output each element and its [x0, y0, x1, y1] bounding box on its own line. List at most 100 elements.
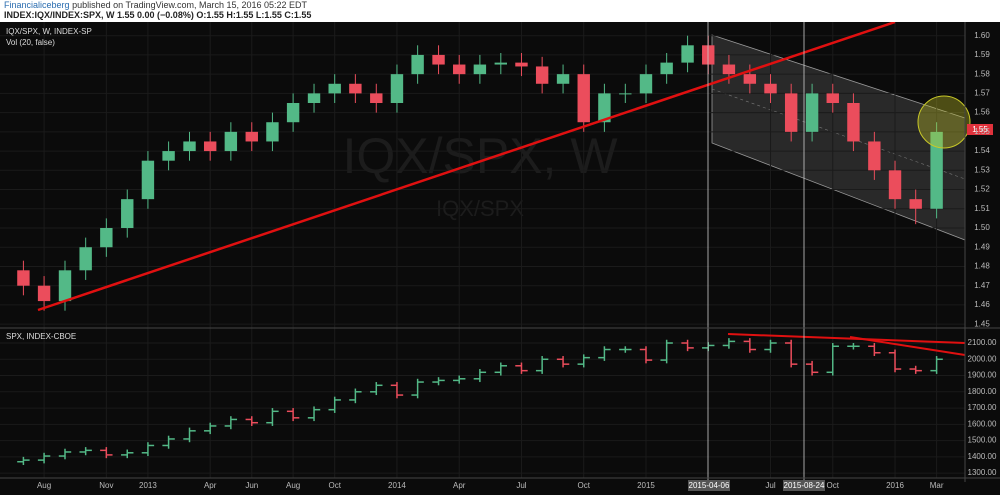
- y-tick-label: 1.59: [974, 50, 990, 59]
- candle-body: [868, 141, 881, 171]
- x-tick-label: Mar: [930, 481, 944, 490]
- pane-subtitle: Vol (20, false): [6, 38, 55, 47]
- chart: IQX/SPX, W IQX/SPX IQX/SPX, W, INDEX-SP …: [0, 22, 1000, 495]
- candle-body: [307, 93, 321, 103]
- y-tick-label: 1700.00: [968, 403, 997, 412]
- pane-title: SPX, INDEX-CBOE: [6, 332, 76, 341]
- y-tick-label: 1600.00: [968, 419, 997, 428]
- candle-body: [203, 141, 217, 152]
- y-tick-label: 1.55: [974, 127, 990, 136]
- x-tick-label: Aug: [37, 481, 51, 490]
- candle-body: [37, 285, 51, 302]
- price-tag-label: 1.55: [972, 125, 988, 134]
- x-tick-label: 2014: [388, 481, 406, 490]
- candle-body: [58, 270, 72, 302]
- y-tick-label: 1.46: [974, 300, 990, 309]
- price-tag: [967, 124, 993, 135]
- candle-body: [390, 74, 404, 103]
- x-tick-label: Oct: [578, 481, 591, 490]
- y-tick-label: 1.54: [974, 146, 990, 155]
- candle-body: [909, 199, 922, 209]
- x-tick-label: Jul: [765, 481, 775, 490]
- date-tag: [688, 480, 730, 491]
- y-tick-label: 1.51: [974, 204, 990, 213]
- candle-body: [847, 103, 860, 142]
- y-tick-label: 1.58: [974, 69, 990, 78]
- y-tick-label: 2100.00: [968, 338, 997, 347]
- y-tick-label: 1500.00: [968, 436, 997, 445]
- candle-body: [535, 66, 549, 84]
- candle-body: [681, 45, 694, 63]
- candle-body: [515, 62, 528, 67]
- x-tick-label: 2016: [886, 481, 904, 490]
- y-tick-label: 1400.00: [968, 452, 997, 461]
- watermark: IQX/SPX, W: [342, 128, 618, 184]
- candle-body: [266, 122, 279, 142]
- candle-body: [743, 74, 757, 84]
- candle-body: [494, 62, 508, 65]
- y-tick-label: 1.60: [974, 31, 990, 40]
- y-tick-label: 1.45: [974, 319, 990, 328]
- x-tick-label: Oct: [328, 481, 341, 490]
- resistance-line: [849, 336, 966, 356]
- date-tag-label: 2015-08-24: [784, 481, 825, 490]
- candle-body: [328, 83, 341, 94]
- y-tick-label: 1.49: [974, 242, 990, 251]
- y-tick-label: 1.57: [974, 88, 990, 97]
- candle-body: [826, 93, 839, 103]
- candle-body: [286, 103, 300, 123]
- date-tag-label: 2015-04-06: [689, 481, 730, 490]
- published: published on TradingView.com, March 15, …: [72, 0, 308, 10]
- y-tick-label: 1.47: [974, 281, 990, 290]
- resistance-line: [727, 333, 966, 344]
- channel-mid: [711, 88, 966, 180]
- y-tick-label: 1.56: [974, 108, 990, 117]
- y-tick-label: 1.53: [974, 165, 990, 174]
- candle-body: [162, 151, 175, 161]
- candle-body: [245, 131, 258, 142]
- candle-body: [619, 93, 632, 95]
- candle-body: [888, 170, 902, 200]
- x-tick-label: Apr: [453, 481, 466, 490]
- candle-body: [577, 74, 590, 123]
- candle-body: [556, 74, 570, 84]
- candle-body: [121, 199, 134, 228]
- x-tick-label: Aug: [286, 481, 300, 490]
- candle-body: [722, 64, 736, 75]
- candle-body: [660, 62, 673, 75]
- candle-body: [224, 131, 238, 152]
- candle-body: [598, 93, 611, 123]
- pane-title: IQX/SPX, W, INDEX-SP: [6, 27, 92, 36]
- candle-body: [639, 74, 653, 94]
- x-tick-label: Nov: [99, 481, 113, 490]
- candle-body: [411, 54, 424, 75]
- candle-body: [764, 83, 777, 94]
- y-tick-label: 1.52: [974, 185, 990, 194]
- y-tick-label: 2000.00: [968, 354, 997, 363]
- x-tick-label: Apr: [204, 481, 217, 490]
- author[interactable]: Financialiceberg: [4, 0, 70, 10]
- y-tick-label: 1.50: [974, 223, 990, 232]
- candle-body: [349, 83, 362, 94]
- y-tick-label: 1300.00: [968, 468, 997, 477]
- trend-line: [37, 22, 896, 312]
- candle-body: [784, 93, 798, 132]
- candle-body: [183, 141, 196, 152]
- x-tick-label: 2015: [637, 481, 655, 490]
- candle-body: [930, 131, 943, 209]
- y-tick-label: 1900.00: [968, 371, 997, 380]
- symbol-line: INDEX:IQX/INDEX:SPX, W 1.55 0.00 (−0.08%…: [4, 10, 312, 20]
- candle-body: [141, 160, 155, 200]
- x-tick-label: 2013: [139, 481, 157, 490]
- x-tick-label: Jun: [245, 481, 258, 490]
- y-tick-label: 1800.00: [968, 387, 997, 396]
- candle-body: [370, 93, 383, 103]
- candle-body: [79, 247, 92, 271]
- candle-body: [432, 54, 445, 65]
- candle-body: [473, 64, 487, 75]
- highlight-circle: [917, 95, 971, 149]
- x-tick-label: Oct: [827, 481, 840, 490]
- x-tick-label: Jul: [516, 481, 526, 490]
- candle-body: [17, 270, 30, 286]
